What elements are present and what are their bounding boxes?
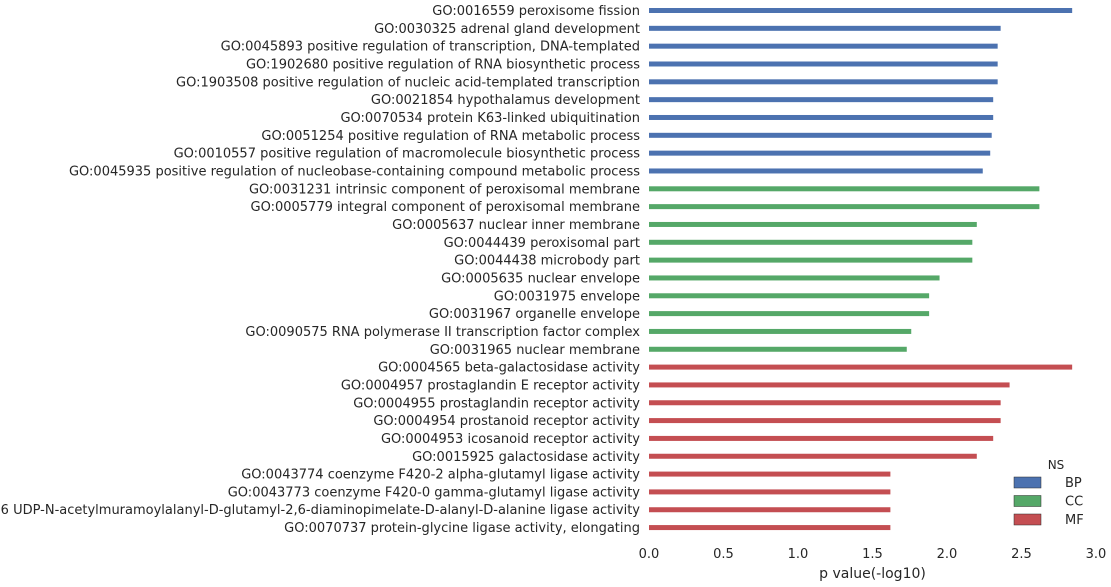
category-label: GO:0031975 envelope xyxy=(494,289,640,304)
bar xyxy=(649,43,998,49)
category-label: GO:0043773 coenzyme F420-0 gamma-glutamy… xyxy=(228,485,641,500)
category-label: GO:0070737 protein-glycine ligase activi… xyxy=(284,521,640,536)
category-label: GO:0004957 prostaglandin E receptor acti… xyxy=(341,378,640,393)
category-label: GO:0044438 microbody part xyxy=(454,254,640,269)
legend: NS BP CC MF xyxy=(1013,458,1084,528)
category-label: GO:0031965 nuclear membrane xyxy=(430,343,640,358)
x-tick-label: 3.0 xyxy=(1086,547,1107,562)
bar xyxy=(649,168,983,174)
category-label: GO:0044439 peroxisomal part xyxy=(444,236,640,251)
x-tick-label: 0.5 xyxy=(713,547,734,562)
bars-layer xyxy=(649,8,1073,531)
category-label: GO:0090575 RNA polymerase II transcripti… xyxy=(245,325,640,340)
legend-swatch xyxy=(1013,476,1042,489)
category-label: GO:0031967 organelle envelope xyxy=(429,307,640,322)
bar xyxy=(649,400,1001,406)
category-label: GO:1903508 positive regulation of nuclei… xyxy=(176,75,640,90)
bar xyxy=(649,239,973,245)
bar xyxy=(649,311,930,317)
category-label: GO:0021854 hypothalamus development xyxy=(371,93,640,108)
bar xyxy=(649,221,977,227)
bar xyxy=(649,507,891,513)
category-label: GO:0045935 positive regulation of nucleo… xyxy=(69,164,640,179)
category-label: GO:0045893 positive regulation of transc… xyxy=(221,40,640,55)
bar xyxy=(649,25,1001,31)
bar xyxy=(649,418,1001,424)
category-label: GO:0070534 protein K63-linked ubiquitina… xyxy=(340,111,640,126)
bar xyxy=(649,275,940,281)
bar xyxy=(649,150,991,156)
category-label: GO:0004955 prostaglandin receptor activi… xyxy=(353,396,640,411)
category-label: GO:0016559 peroxisome fission xyxy=(432,4,640,19)
category-label: GO:0005637 nuclear inner membrane xyxy=(392,218,640,233)
category-label: GO:0015925 galactosidase activity xyxy=(412,450,640,465)
bar xyxy=(649,346,907,352)
category-labels: GO:0016559 peroxisome fission GO:0030325 … xyxy=(0,4,640,536)
category-label: GO:0043774 coenzyme F420-2 alpha-glutamy… xyxy=(241,468,640,483)
category-label: GO:0051254 positive regulation of RNA me… xyxy=(261,129,640,144)
bar xyxy=(649,132,992,138)
legend-entry-label: CC xyxy=(1065,495,1083,510)
bar xyxy=(649,204,1040,210)
bar xyxy=(649,382,1010,388)
bar xyxy=(649,97,994,103)
x-axis: 0.0 0.5 1.0 1.5 2.0 2.5 3.0 xyxy=(639,547,1107,562)
bar xyxy=(649,525,891,531)
bar xyxy=(649,328,912,334)
bar xyxy=(649,8,1073,13)
category-label: GO:0010557 positive regulation of macrom… xyxy=(174,147,641,162)
category-label: GO:0008766 UDP-N-acetylmuramoylalanyl-D-… xyxy=(0,503,640,518)
category-label: GO:0030325 adrenal gland development xyxy=(374,22,640,37)
legend-swatch xyxy=(1013,513,1042,526)
legend-entry-label: MF xyxy=(1065,513,1084,528)
x-tick-label: 1.0 xyxy=(788,547,809,562)
bar xyxy=(649,364,1073,370)
bar xyxy=(649,61,998,67)
category-label: GO:0004565 beta-galactosidase activity xyxy=(378,361,640,376)
bar xyxy=(649,471,891,477)
bar xyxy=(649,257,973,263)
category-label: GO:1902680 positive regulation of RNA bi… xyxy=(246,57,640,72)
category-label: GO:0004953 icosanoid receptor activity xyxy=(381,432,640,447)
bar xyxy=(649,293,930,299)
bar xyxy=(649,186,1040,192)
bar xyxy=(649,79,998,85)
category-label: GO:0004954 prostanoid receptor activity xyxy=(373,414,640,429)
category-label: GO:0005779 integral component of peroxis… xyxy=(251,200,640,215)
x-axis-label: p value(-log10) xyxy=(819,566,926,582)
bar xyxy=(649,114,994,120)
category-label: GO:0031231 intrinsic component of peroxi… xyxy=(249,182,640,197)
bar xyxy=(649,489,891,495)
x-tick-label: 2.0 xyxy=(937,547,958,562)
x-tick-label: 1.5 xyxy=(862,547,883,562)
category-label: GO:0005635 nuclear envelope xyxy=(441,271,640,286)
legend-swatch xyxy=(1013,495,1042,507)
legend-title: NS xyxy=(1048,458,1065,472)
legend-entry-label: BP xyxy=(1065,476,1082,491)
bar xyxy=(649,453,977,459)
x-tick-label: 2.5 xyxy=(1011,547,1032,562)
bar xyxy=(649,435,994,441)
x-tick-label: 0.0 xyxy=(639,547,660,562)
